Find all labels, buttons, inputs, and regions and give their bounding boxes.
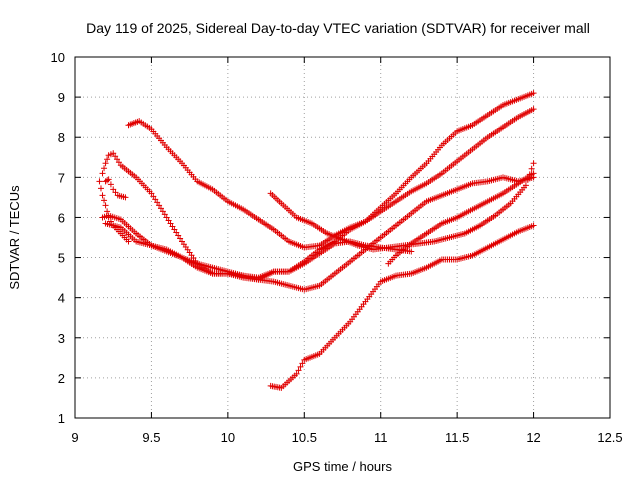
data-point-marker (297, 363, 304, 370)
series-track-f (267, 222, 537, 391)
data-point-marker (295, 367, 302, 374)
series-track-c (99, 174, 537, 293)
x-tick-label: 11.5 (445, 430, 469, 445)
data-point-marker (97, 185, 104, 192)
data-point-marker (169, 223, 176, 230)
data-points (96, 90, 537, 391)
x-tick-label: 12 (526, 430, 540, 445)
data-point-marker (148, 190, 155, 197)
series-track-e (267, 160, 537, 253)
series-track-i (102, 176, 129, 201)
data-point-marker (102, 202, 109, 209)
y-axis-label: SDTVAR / TECUs (7, 185, 22, 290)
x-tick-label: 9 (71, 430, 78, 445)
data-point-marker (96, 178, 103, 185)
data-point-marker (161, 211, 168, 218)
y-axis-tick-labels: 1 2 3 4 5 6 7 8 9 10 (51, 50, 65, 426)
data-point-marker (112, 189, 119, 196)
data-point-marker (177, 235, 184, 242)
data-point-marker (530, 222, 537, 229)
data-point-marker (114, 156, 121, 163)
y-tick-label: 9 (58, 90, 65, 105)
data-point-marker (530, 160, 537, 167)
data-point-marker (522, 182, 529, 189)
x-axis-tick-labels: 9 9.5 10 10.5 11 11.5 12 12.5 (71, 430, 622, 445)
y-tick-label: 7 (58, 170, 65, 185)
data-point-marker (125, 238, 132, 245)
y-tick-label: 10 (51, 50, 65, 65)
axis-ticks (74, 56, 611, 419)
data-point-marker (104, 177, 111, 184)
data-point-marker (112, 153, 119, 160)
data-point-marker (167, 220, 174, 227)
data-point-marker (530, 106, 537, 113)
data-point-marker (105, 214, 112, 221)
data-point-marker (101, 197, 108, 204)
data-point-marker (530, 170, 537, 177)
data-point-marker (173, 229, 180, 236)
series-track-h (96, 178, 132, 245)
y-tick-label: 4 (58, 291, 65, 306)
data-point-marker (104, 156, 111, 163)
data-point-marker (152, 196, 159, 203)
y-tick-label: 8 (58, 130, 65, 145)
data-point-marker (299, 360, 306, 367)
data-point-marker (99, 192, 106, 199)
y-tick-label: 1 (58, 411, 65, 426)
data-point-marker (102, 160, 109, 167)
data-point-marker (115, 159, 122, 166)
data-point-marker (150, 193, 157, 200)
data-point-marker (107, 181, 114, 188)
y-tick-label: 2 (58, 371, 65, 386)
data-point-marker (165, 217, 172, 224)
x-tick-label: 10 (221, 430, 235, 445)
data-point-marker (104, 208, 111, 215)
data-point-marker (163, 214, 170, 221)
y-tick-label: 5 (58, 251, 65, 266)
data-point-marker (122, 194, 129, 201)
data-point-marker (154, 199, 161, 206)
data-point-marker (293, 370, 300, 377)
data-point-marker (175, 232, 182, 239)
data-point-marker (99, 170, 106, 177)
y-tick-label: 3 (58, 331, 65, 346)
data-point-marker (408, 248, 415, 255)
data-point-marker (157, 205, 164, 212)
x-tick-label: 11 (374, 430, 388, 445)
x-tick-label: 9.5 (142, 430, 160, 445)
data-point-marker (159, 208, 166, 215)
x-axis-label: GPS time / hours (293, 459, 392, 474)
series-track-g (385, 170, 537, 267)
data-point-marker (156, 202, 163, 209)
chart-title: Day 119 of 2025, Sidereal Day-to-day VTE… (86, 20, 590, 36)
x-tick-label: 10.5 (292, 430, 317, 445)
data-point-marker (105, 176, 112, 183)
data-point-marker (110, 186, 117, 193)
x-tick-label: 12.5 (597, 430, 622, 445)
y-tick-label: 6 (58, 210, 65, 225)
data-point-marker (110, 150, 117, 157)
data-point-marker (101, 165, 108, 172)
data-point-marker (528, 165, 535, 172)
plot-area-frame (74, 56, 611, 419)
data-point-marker (171, 226, 178, 233)
data-point-marker (107, 218, 114, 225)
data-point-marker (530, 90, 537, 97)
